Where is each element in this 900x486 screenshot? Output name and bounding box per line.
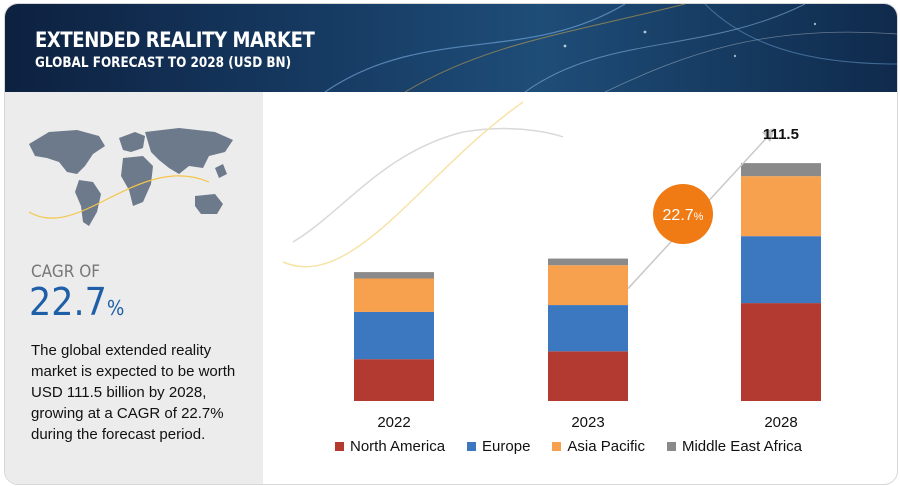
bar-segment — [354, 278, 434, 312]
bar-segment — [548, 258, 628, 266]
bar-segment — [548, 351, 628, 401]
bar-segment — [741, 176, 821, 237]
bar-segment — [741, 303, 821, 401]
infographic-frame: EXTENDED REALITY MARKET GLOBAL FORECAST … — [4, 3, 898, 485]
x-tick-label: 2023 — [571, 414, 604, 431]
decorative-curve — [282, 101, 524, 268]
cagr-unit: % — [106, 296, 125, 320]
bar-segment — [354, 272, 434, 279]
cagr-badge-label: 22.7% — [663, 207, 704, 224]
legend-item: North America — [335, 438, 445, 455]
chart-legend: North America Europe Asia Pacific Middle Ea… — [335, 438, 824, 455]
market-description: The global extended reality market is ex… — [31, 342, 236, 443]
bar-segment — [354, 359, 434, 401]
page-subtitle: GLOBAL FORECAST TO 2028 (USD BN) — [35, 55, 292, 71]
page-title: EXTENDED REALITY MARKET — [35, 28, 315, 52]
decorative-curve — [292, 127, 564, 243]
legend-item: Europe — [467, 438, 530, 455]
legend-swatch — [335, 442, 344, 451]
legend-item: Middle East Africa — [666, 438, 803, 455]
growth-arrowhead — [762, 128, 775, 143]
legend-label: Asia Pacific — [567, 438, 645, 455]
summary-panel: CAGR OF 22.7% The global extended realit… — [5, 92, 263, 484]
legend-label: Middle East Africa — [681, 438, 803, 455]
header-light-streaks — [324, 4, 897, 92]
world-map-icon — [28, 128, 233, 226]
cagr-badge — [653, 184, 713, 244]
legend-swatch — [666, 442, 676, 451]
bar-segment — [548, 305, 628, 352]
bar-segment — [741, 163, 821, 177]
legend-label: North America — [350, 438, 446, 455]
bar-segment — [548, 265, 628, 306]
cagr-number: 22.7 — [29, 280, 107, 324]
legend-swatch — [552, 442, 562, 451]
cagr-value: 22.7% — [29, 280, 124, 324]
legend-swatch — [467, 442, 477, 451]
x-tick-label: 2022 — [377, 414, 410, 431]
header-banner: EXTENDED REALITY MARKET GLOBAL FORECAST … — [5, 4, 897, 92]
total-value-label: 111.5 — [763, 126, 799, 143]
legend-item: Asia Pacific — [552, 438, 645, 455]
bar-segment — [741, 236, 821, 304]
legend-label: Europe — [482, 438, 531, 455]
stacked-bar-chart: 2022 2023 2028 22.7% 111.5 — [282, 101, 821, 431]
x-tick-label: 2028 — [764, 414, 797, 431]
bar-segment — [354, 311, 434, 360]
cagr-label: CAGR OF — [31, 262, 101, 282]
